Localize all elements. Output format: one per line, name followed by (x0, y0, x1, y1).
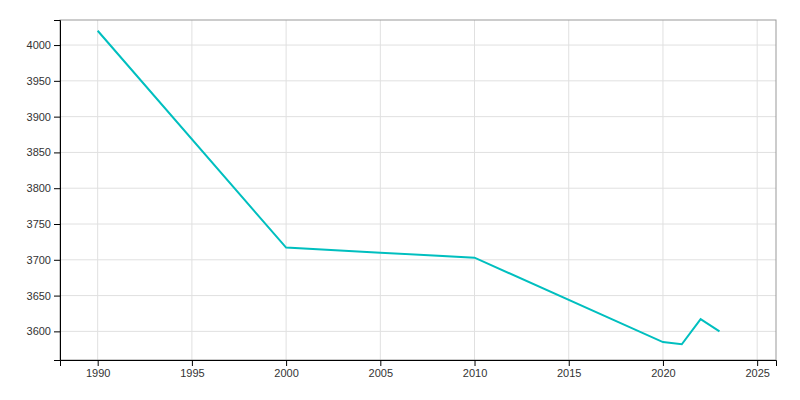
y-axis-tick-label: 3800 (27, 182, 51, 194)
grid-line-x (97, 20, 98, 360)
y-axis-tick-label: 3850 (27, 146, 51, 158)
y-axis-tick-mark (54, 188, 60, 189)
grid-line-y (60, 152, 776, 153)
y-axis-tick: 3700 (27, 254, 60, 266)
grid-line-y (60, 331, 776, 332)
y-axis-line (54, 21, 61, 361)
y-axis-tick-label: 3950 (27, 75, 51, 87)
x-axis-tick: 2000 (274, 360, 298, 379)
x-axis-tick: 2005 (369, 360, 393, 379)
x-axis-tick-mark (475, 360, 476, 366)
y-axis-tick-label: 3900 (27, 111, 51, 123)
y-axis-tick-label: 4000 (27, 39, 51, 51)
y-axis-tick: 3650 (27, 290, 60, 302)
grid-line-y (60, 80, 776, 81)
grid-line-y (60, 259, 776, 260)
plot-area: 1990 1995 2000 2005 2010 2015 2020 2025 3600 3650… (27, 20, 777, 379)
x-axis: 1990 1995 2000 2005 2010 2015 2020 2025 (61, 360, 777, 379)
grid-line-x (757, 20, 758, 360)
x-axis-tick-label: 2015 (557, 367, 581, 379)
y-axis: 3600 3650 3700 3750 3800 3850 3900 3950 4000 (27, 21, 61, 361)
x-axis-tick-mark (757, 360, 758, 366)
y-axis-tick-label: 3600 (27, 325, 51, 337)
y-axis-tick-label: 3700 (27, 254, 51, 266)
y-axis-tick: 3850 (27, 146, 60, 158)
y-axis-tick-mark (54, 224, 60, 225)
x-axis-tick: 2015 (557, 360, 581, 379)
x-axis-tick: 2010 (463, 360, 487, 379)
x-axis-tick-label: 2010 (463, 367, 487, 379)
x-axis-tick-mark (286, 360, 287, 366)
x-axis-tick: 2025 (745, 360, 769, 379)
x-axis-tick-mark (380, 360, 381, 366)
x-axis-tick-mark (98, 360, 99, 366)
x-axis-tick: 1990 (86, 360, 110, 379)
y-axis-tick-mark (54, 45, 60, 46)
x-axis-tick-label: 2000 (274, 367, 298, 379)
y-axis-tick-label: 3750 (27, 218, 51, 230)
grid-line-x (662, 20, 663, 360)
y-axis-tick: 4000 (27, 39, 60, 51)
grid-line-x (191, 20, 192, 360)
grid-line-y (60, 116, 776, 117)
x-axis-tick-mark (192, 360, 193, 366)
grid-line-x (474, 20, 475, 360)
y-axis-tick-mark (54, 117, 60, 118)
chart-svg: 1990 1995 2000 2005 2010 2015 2020 2025 3600 3650… (0, 0, 800, 400)
x-axis-tick-mark (663, 360, 664, 366)
y-axis-tick-mark (54, 81, 60, 82)
marks (98, 31, 720, 345)
x-axis-tick-label: 1995 (180, 367, 204, 379)
grid-line-x (568, 20, 569, 360)
y-axis-tick-mark (54, 331, 60, 332)
y-axis-tick-label: 3650 (27, 290, 51, 302)
grid-line-x (380, 20, 381, 360)
plot-frame (60, 20, 776, 360)
grid-line-y (60, 45, 776, 46)
y-axis-tick: 3750 (27, 218, 60, 230)
grid (60, 20, 776, 360)
x-axis-tick-label: 2005 (369, 367, 393, 379)
x-axis-tick-label: 2025 (745, 367, 769, 379)
grid-line-y (60, 295, 776, 296)
x-axis-tick-label: 1990 (86, 367, 110, 379)
grid-line-y (60, 224, 776, 225)
x-axis-line (61, 361, 777, 367)
chart-container: 1990 1995 2000 2005 2010 2015 2020 2025 3600 3650… (0, 0, 800, 400)
x-axis-tick-label: 2020 (651, 367, 675, 379)
y-axis-tick: 3800 (27, 182, 60, 194)
y-axis-tick-mark (54, 260, 60, 261)
y-axis-tick-mark (54, 152, 60, 153)
data-line (98, 31, 720, 345)
y-axis-tick: 3950 (27, 75, 60, 87)
x-axis-tick: 1995 (180, 360, 204, 379)
grid-line-y (60, 188, 776, 189)
x-axis-tick-mark (569, 360, 570, 366)
y-axis-tick: 3600 (27, 325, 60, 337)
y-axis-tick-mark (54, 296, 60, 297)
grid-line-x (286, 20, 287, 360)
y-axis-tick: 3900 (27, 111, 60, 123)
x-axis-tick: 2020 (651, 360, 675, 379)
